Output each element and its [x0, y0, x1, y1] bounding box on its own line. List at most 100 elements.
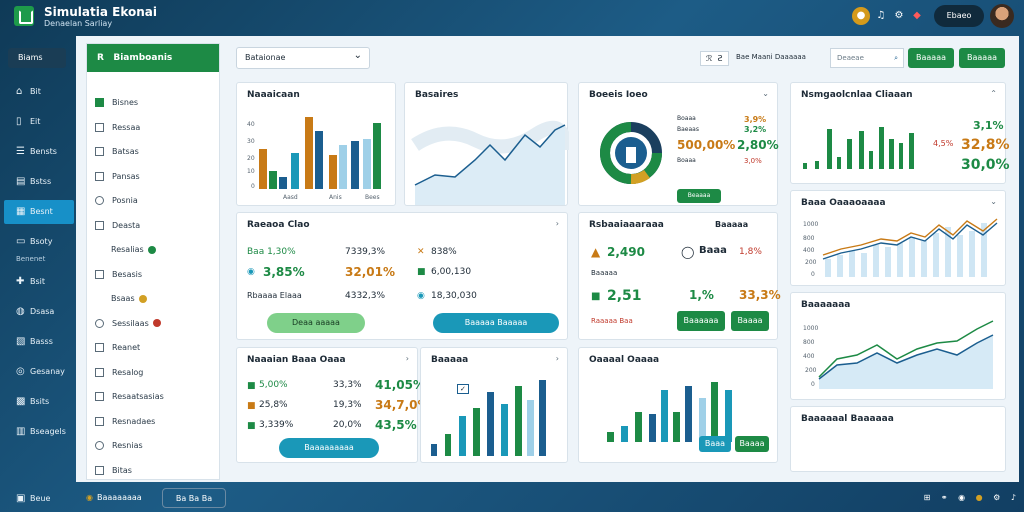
avatar[interactable]: [990, 4, 1014, 28]
card-action-button[interactable]: Baaaa: [735, 436, 769, 452]
filter-item[interactable]: Resalog: [95, 367, 143, 377]
filter-item[interactable]: Pansas: [95, 171, 140, 181]
chevron-right-icon[interactable]: ›: [405, 354, 409, 363]
filter-item[interactable]: Resaatsasias: [95, 392, 164, 401]
tick-label: 40: [247, 121, 255, 128]
user-menu-button[interactable]: Ebaeo: [934, 5, 984, 27]
filter-item[interactable]: Deasta: [95, 220, 140, 230]
coin-icon[interactable]: ●: [975, 493, 987, 502]
tick-label: 30: [247, 138, 255, 145]
bar: [339, 145, 347, 189]
square-icon: ■: [247, 381, 256, 391]
stat-cell: 3,85%: [263, 265, 305, 279]
bar: [847, 139, 852, 169]
world-icon: ◎: [16, 366, 25, 377]
filter-item[interactable]: Bisnes: [95, 98, 138, 107]
filter-item[interactable]: Posnia: [95, 196, 138, 205]
bar: [487, 392, 494, 456]
period-select[interactable]: Bataionae: [236, 46, 370, 69]
bell-icon[interactable]: ♪: [1010, 493, 1020, 502]
status-dot-icon: [147, 245, 156, 254]
radio-icon[interactable]: [95, 196, 104, 205]
sidebar-item-1[interactable]: ▯ Eit: [4, 110, 74, 134]
sidebar-item-9[interactable]: ◎ Gesanay: [4, 360, 74, 384]
chevron-down-icon[interactable]: ⌄: [762, 89, 769, 98]
checkbox-icon[interactable]: [95, 98, 104, 107]
sidebar-item-11[interactable]: ▥ Bseagels: [4, 420, 74, 444]
filter-item[interactable]: Sessilaas: [95, 318, 161, 328]
link-icon[interactable]: ⚭: [940, 493, 952, 502]
square-icon: ■: [247, 401, 256, 411]
sidebar-item-0[interactable]: ⌂ Bit: [4, 80, 74, 104]
filter-item[interactable]: Batsas: [95, 147, 139, 156]
filter-label[interactable]: Bae Maani Daaaaaa: [736, 53, 806, 61]
card-action-button[interactable]: Baaa: [699, 436, 731, 452]
filter-toggle[interactable]: ℛ Ƨ: [700, 51, 729, 66]
checkbox-icon[interactable]: [95, 147, 104, 156]
kpi-small: 1,8%: [739, 247, 762, 257]
stat-cell: 25,8%: [259, 400, 288, 410]
sidebar-item-7[interactable]: ◍ Dsasa: [4, 300, 74, 324]
radio-icon[interactable]: [95, 318, 104, 328]
filter-item[interactable]: Resnias: [95, 441, 143, 450]
toolbar-button-1[interactable]: Baaaaa: [908, 48, 954, 68]
checkbox-icon[interactable]: [95, 367, 104, 377]
card-action-button[interactable]: Baaaaaaaaa: [279, 438, 379, 458]
filter-item[interactable]: Besasis: [95, 269, 142, 279]
chevron-down-icon[interactable]: ⌄: [990, 197, 997, 206]
radio-icon[interactable]: [95, 441, 104, 450]
checkbox-icon[interactable]: [95, 171, 104, 181]
alert-icon[interactable]: ◆: [913, 10, 921, 21]
sidebar-item-4[interactable]: ▦ Besnt: [4, 200, 74, 224]
toolbar-button-2[interactable]: Baaaaa: [959, 48, 1005, 68]
checkbox-icon[interactable]: [95, 392, 104, 401]
card-action-button[interactable]: Baaaa: [731, 311, 769, 331]
chevron-right-icon[interactable]: ›: [555, 354, 559, 363]
filter-item[interactable]: Resnadaes: [95, 416, 155, 426]
sidebar-section-label: Benenet: [16, 255, 46, 263]
card-action-button[interactable]: Baaaaa Baaaaa: [433, 313, 559, 333]
coin-icon[interactable]: ●: [852, 7, 870, 25]
grid-icon[interactable]: ⊞: [923, 493, 935, 502]
sidebar-item-bottom[interactable]: ▣ Beue: [4, 487, 74, 511]
bottom-bar-icons[interactable]: ⊞ ⚭ ◉ ● ⚙ ♪: [890, 488, 1020, 508]
filter-item[interactable]: Bsaas: [111, 294, 147, 303]
stat-cell: Baa 1,30%: [247, 247, 296, 257]
filter-item[interactable]: Bitas: [95, 465, 132, 475]
chevron-right-icon[interactable]: ›: [555, 219, 559, 228]
sidebar-item-8[interactable]: ▧ Basss: [4, 330, 74, 354]
card-action-button[interactable]: Baaaaaa: [677, 311, 725, 331]
bell-icon[interactable]: ♫: [876, 10, 886, 21]
x-label: Anis: [329, 194, 342, 201]
chevron-up-icon[interactable]: ⌃: [990, 89, 997, 98]
sidebar-item-2[interactable]: ☰ Bensts: [4, 140, 74, 164]
checkbox-icon[interactable]: [95, 416, 104, 426]
settings-icon[interactable]: ⚙: [894, 10, 904, 21]
filter-item[interactable]: Ressaa: [95, 122, 140, 132]
search-input[interactable]: Deaeae ⌕: [830, 48, 904, 68]
checkbox-icon[interactable]: [95, 343, 104, 352]
bar: [673, 412, 680, 442]
filter-item[interactable]: Reanet: [95, 343, 140, 352]
settings-icon[interactable]: ⚙: [993, 493, 1005, 502]
checkbox-icon[interactable]: [95, 269, 104, 279]
sidebar-item-3[interactable]: ▤ Bstss: [4, 170, 74, 194]
card-action-button[interactable]: Beaaaa: [677, 189, 721, 203]
card-stats-table-2: Naaaian Baaa Oaaa › ■ 5,00% 33,3% 41,05%…: [236, 347, 430, 463]
sidebar-item-6[interactable]: ✚ Bsit: [4, 270, 74, 294]
bottom-bar-tabs[interactable]: Ba Ba Ba: [162, 488, 226, 508]
user-menu-label: Ebaeo: [946, 11, 972, 20]
sidebar-header[interactable]: Biams: [8, 48, 66, 68]
bottom-bar-left[interactable]: ◉ Baaaaaaaa: [86, 488, 156, 508]
sidebar-item-label: Bsoty: [30, 237, 53, 246]
checkbox-icon[interactable]: [95, 220, 104, 230]
sidebar-item-10[interactable]: ▩ Bsits: [4, 390, 74, 414]
legend-label: Boaaa: [677, 157, 696, 164]
eye-icon[interactable]: ◉: [958, 493, 970, 502]
card-bar-chart-3: Oaaaal Oaaaa Baaa Baaaa: [578, 347, 778, 463]
card-action-button[interactable]: Deaa aaaaa: [267, 313, 365, 333]
checkbox-icon[interactable]: [95, 122, 104, 132]
filter-item[interactable]: Resalias: [111, 245, 156, 254]
sidebar-item-5[interactable]: ▭ Bsoty: [4, 230, 74, 254]
checkbox-icon[interactable]: [95, 465, 104, 475]
